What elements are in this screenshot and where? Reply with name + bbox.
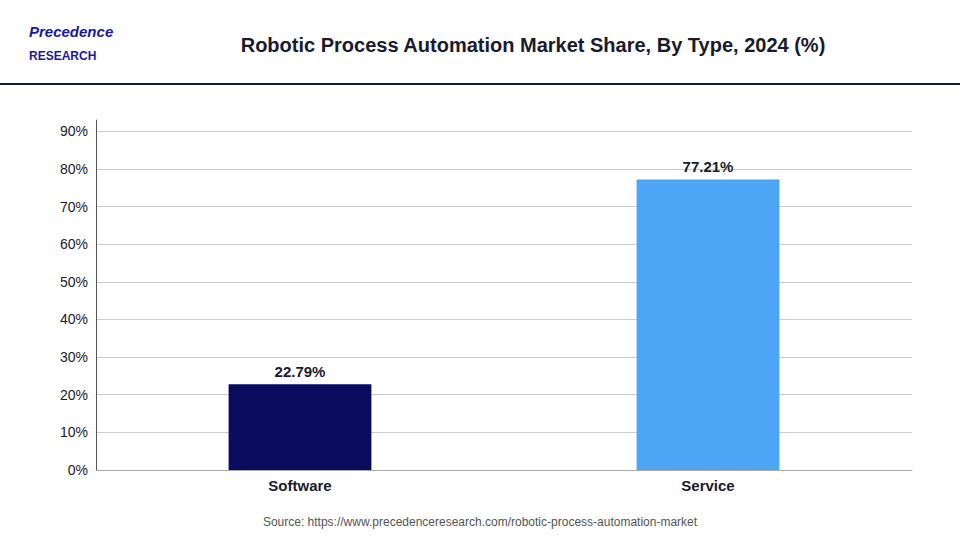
- svg-text:Precedence: Precedence: [29, 23, 113, 40]
- svg-text:70%: 70%: [60, 199, 88, 215]
- svg-text:50%: 50%: [60, 274, 88, 290]
- svg-text:77.21%: 77.21%: [683, 158, 734, 175]
- svg-text:Software: Software: [268, 477, 331, 494]
- svg-text:Service: Service: [681, 477, 734, 494]
- svg-text:90%: 90%: [60, 123, 88, 139]
- svg-text:20%: 20%: [60, 387, 88, 403]
- svg-text:0%: 0%: [68, 462, 88, 478]
- svg-text:RESEARCH: RESEARCH: [29, 49, 96, 63]
- svg-text:30%: 30%: [60, 349, 88, 365]
- svg-text:Source: https://www.precedence: Source: https://www.precedenceresearch.c…: [263, 515, 698, 529]
- svg-text:10%: 10%: [60, 424, 88, 440]
- svg-text:Robotic Process Automation Mar: Robotic Process Automation Market Share,…: [241, 34, 826, 56]
- svg-text:60%: 60%: [60, 236, 88, 252]
- svg-text:40%: 40%: [60, 311, 88, 327]
- svg-text:80%: 80%: [60, 161, 88, 177]
- svg-text:22.79%: 22.79%: [275, 363, 326, 380]
